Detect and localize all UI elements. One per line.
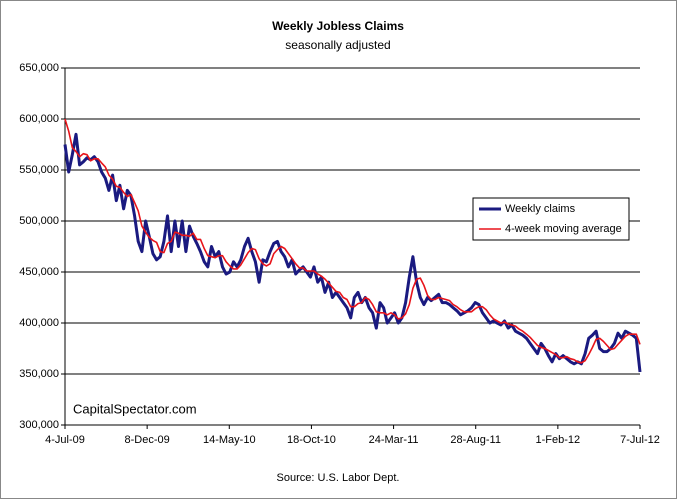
y-tick-label: 300,000 <box>19 419 59 431</box>
x-tick-label: 24-Mar-11 <box>369 434 419 446</box>
source-note: Source: U.S. Labor Dept. <box>277 472 400 484</box>
y-tick-label: 350,000 <box>19 368 59 380</box>
series-line <box>64 118 641 364</box>
chart-subtitle: seasonally adjusted <box>285 38 390 52</box>
legend-label: 4-week moving average <box>505 223 622 235</box>
y-tick-label: 550,000 <box>19 164 59 176</box>
x-tick-label: 7-Jul-12 <box>620 434 660 446</box>
y-tick-label: 500,000 <box>19 215 59 227</box>
x-tick-label: 28-Aug-11 <box>450 434 501 446</box>
legend-label: Weekly claims <box>505 203 576 215</box>
x-tick-label: 8-Dec-09 <box>125 434 170 446</box>
chart-title: Weekly Jobless Claims <box>272 19 404 33</box>
y-tick-label: 600,000 <box>19 113 59 125</box>
legend-box <box>472 197 630 241</box>
x-tick-label: 1-Feb-12 <box>536 434 581 446</box>
x-tick-label: 18-Oct-10 <box>287 434 336 446</box>
y-tick-label: 650,000 <box>19 62 59 74</box>
x-tick-label: 4-Jul-09 <box>45 434 85 446</box>
watermark: CapitalSpectator.com <box>73 401 197 416</box>
y-tick-label: 450,000 <box>19 266 59 278</box>
y-tick-label: 400,000 <box>19 317 59 329</box>
x-tick-label: 14-May-10 <box>203 434 256 446</box>
